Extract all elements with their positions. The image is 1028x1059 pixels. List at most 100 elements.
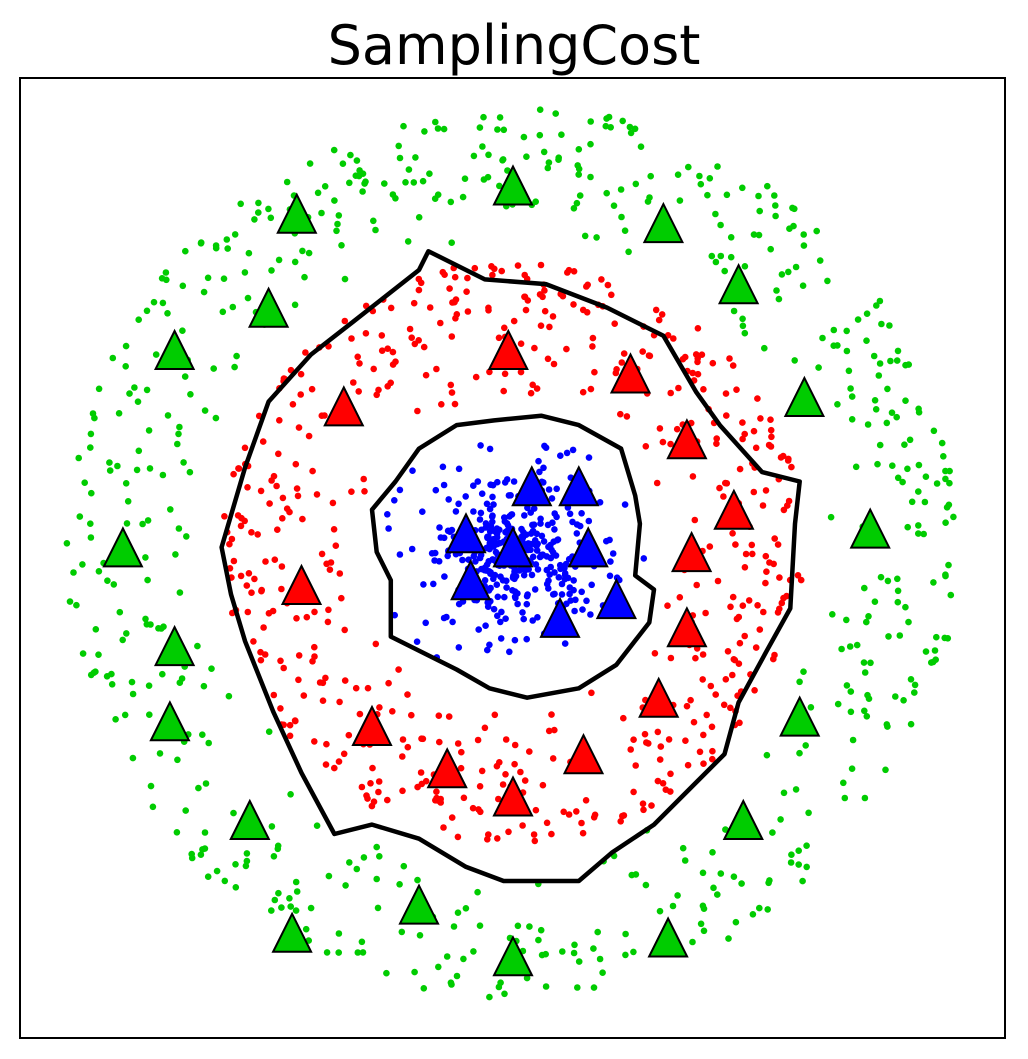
outer-sample-point [854, 316, 862, 323]
middle-sample-point [292, 717, 299, 725]
outer-sample-point [915, 530, 922, 537]
outer-sample-point [321, 183, 329, 190]
inner-sample-point [485, 587, 493, 594]
middle-sample-point [341, 626, 349, 634]
outer-sample-point [175, 430, 182, 438]
middle-sample-point [260, 624, 267, 631]
outer-sample-point [156, 750, 164, 757]
outer-sample-point [66, 598, 74, 605]
middle-sample-point [623, 413, 631, 420]
outer-sample-point [777, 816, 784, 823]
inner-sample-point [516, 567, 523, 574]
outer-sample-point [877, 573, 885, 581]
outer-sample-point [908, 498, 916, 506]
outer-sample-point [800, 231, 807, 238]
middle-sample-point [273, 482, 280, 490]
middle-sample-point [713, 435, 720, 442]
outer-sample-point [301, 273, 308, 281]
outer-sample-point [922, 473, 930, 481]
inner-sample-point [489, 518, 496, 526]
outer-prototype-marker [398, 883, 440, 925]
middle-sample-point [698, 351, 706, 359]
middle-sample-point [645, 740, 652, 747]
outer-sample-point [930, 579, 937, 586]
outer-sample-point [792, 263, 800, 271]
outer-sample-point [764, 906, 771, 913]
outer-sample-point [796, 678, 803, 686]
inner-sample-point [503, 577, 510, 585]
outer-sample-point [496, 114, 504, 121]
outer-sample-point [254, 209, 262, 216]
middle-sample-point [438, 401, 445, 408]
inner-sample-point [396, 486, 404, 494]
outer-sample-point [535, 936, 542, 944]
outer-sample-point [291, 301, 299, 309]
middle-sample-point [517, 768, 524, 776]
outer-sample-point [523, 153, 530, 160]
middle-sample-point [275, 450, 282, 458]
inner-prototype-marker [595, 577, 638, 620]
middle-sample-point [548, 711, 555, 718]
inner-sample-point [537, 515, 544, 523]
inner-sample-point [519, 609, 526, 616]
inner-sample-point [532, 561, 540, 568]
middle-sample-point [270, 691, 278, 699]
middle-sample-point [313, 491, 321, 498]
middle-sample-point [564, 269, 571, 276]
outer-sample-point [938, 439, 946, 447]
middle-sample-point [640, 806, 647, 814]
outer-sample-point [789, 204, 796, 212]
outer-sample-point [129, 690, 137, 698]
outer-sample-point [183, 533, 190, 540]
middle-sample-point [754, 602, 761, 609]
middle-sample-point [486, 368, 493, 376]
middle-sample-point [745, 597, 753, 604]
outer-sample-point [717, 870, 725, 877]
outer-sample-point [894, 347, 902, 355]
outer-sample-point [876, 360, 884, 367]
outer-sample-point [900, 697, 907, 704]
outer-sample-point [628, 871, 636, 879]
inner-sample-point [391, 611, 399, 619]
middle-sample-point [279, 515, 286, 522]
outer-sample-point [750, 231, 758, 238]
inner-sample-point [518, 525, 525, 533]
outer-sample-point [479, 143, 486, 150]
inner-sample-point [551, 510, 558, 517]
outer-sample-point [194, 642, 201, 650]
outer-sample-point [291, 258, 299, 266]
middle-sample-point [375, 778, 383, 785]
middle-sample-point [699, 651, 707, 658]
inner-sample-point [548, 495, 556, 502]
inner-sample-point [570, 577, 577, 584]
outer-sample-point [142, 554, 149, 561]
middle-sample-point [237, 572, 245, 580]
middle-sample-point [323, 560, 330, 568]
inner-sample-point [514, 600, 521, 608]
middle-sample-point [598, 276, 605, 283]
middle-sample-point [579, 388, 587, 396]
middle-sample-point [311, 738, 318, 745]
outer-sample-point [732, 918, 740, 926]
outer-sample-point [739, 315, 746, 323]
outer-sample-point [730, 307, 738, 315]
outer-sample-point [79, 561, 86, 568]
outer-sample-point [450, 923, 458, 930]
outer-sample-point [712, 210, 719, 218]
middle-sample-point [410, 299, 418, 307]
outer-sample-point [940, 453, 947, 460]
inner-sample-point [385, 525, 392, 532]
outer-sample-point [87, 430, 95, 438]
prototype-layer [102, 164, 891, 977]
inner-sample-point [520, 571, 528, 579]
outer-sample-point [175, 525, 183, 532]
outer-sample-point [495, 983, 503, 991]
outer-sample-point [116, 608, 124, 616]
outer-sample-point [921, 498, 929, 506]
middle-sample-point [495, 795, 502, 803]
middle-sample-point [354, 353, 362, 361]
inner-sample-point [621, 501, 629, 508]
outer-sample-point [501, 990, 508, 998]
outer-sample-point [714, 891, 721, 898]
outer-sample-point [864, 421, 872, 428]
